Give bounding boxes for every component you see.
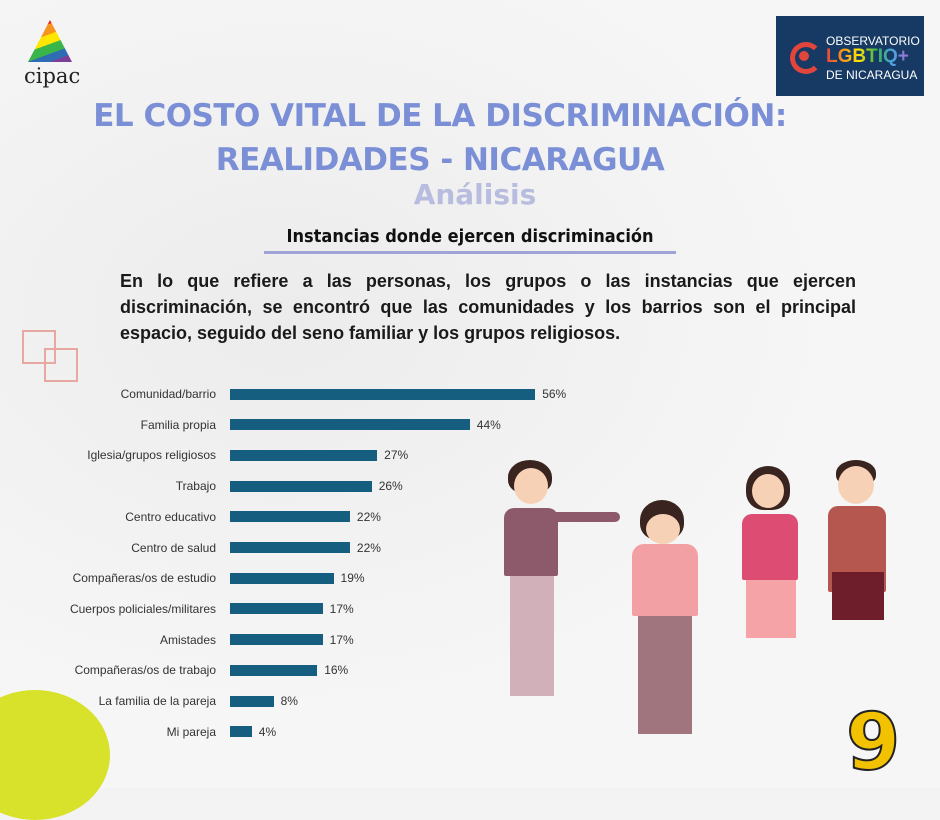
bar [230,542,350,553]
section-heading: Instancias donde ejercen discriminación [264,226,676,254]
category-label: Compañeras/os de trabajo [74,663,216,678]
data-label: 16% [324,663,349,678]
data-label: 4% [258,724,277,739]
illustration-girl-pointing [490,460,620,710]
data-label: 56% [542,387,567,401]
data-label: 26% [378,479,403,494]
data-label: 17% [329,632,354,647]
category-label: Iglesia/grupos religiosos [87,448,216,463]
data-label: 19% [340,571,365,586]
decorative-square [22,330,56,364]
page-subtitle: Análisis [413,178,537,211]
category-label: La familia de la pareja [98,694,216,708]
illustration-girl-covering-face [628,500,704,750]
bar [230,572,334,584]
intro-paragraph: En lo que refiere a las personas, los gr… [120,271,856,343]
bar [230,511,350,523]
bar [230,480,372,492]
page-title-line2: REALIDADES - NICARAGUA [215,142,665,178]
bar [230,726,252,738]
data-label: 22% [356,540,381,555]
decorative-square [44,348,78,382]
category-label: Cuerpos policiales/militares [69,601,216,616]
category-label: Mi pareja [166,724,216,739]
category-label: Centro de salud [131,540,216,555]
bar [230,634,323,646]
illustration-boy-surprised [822,460,892,710]
bar [230,664,318,676]
bar-chart: Comunidad/barrio 56% Familia propia 44% Igle… [0,380,600,750]
category-label: Comunidad/barrio [120,387,216,401]
bar [230,695,274,707]
bar [230,449,378,461]
observatorio-logo: OBSERVATORIO LGBTIQ+ DE NICARAGUA [776,16,924,96]
category-label: Amistades [159,632,216,647]
data-label: 44% [476,417,501,432]
data-label: 17% [329,601,354,616]
bar [230,603,323,615]
data-label: 27% [384,448,409,463]
category-label: Trabajo [175,479,216,494]
data-label: 8% [280,694,298,708]
page-title-line1: EL COSTO VITAL DE LA DISCRIMINACIÓN: [93,98,787,134]
page-number: 9 [845,697,901,789]
category-label: Compañeras/os de estudio [72,571,216,586]
cipac-logo: cipac [22,20,80,90]
category-label: Familia propia [140,417,216,432]
data-label: 22% [356,509,381,524]
category-label: Centro educativo [125,509,216,524]
bar [230,388,536,400]
bar [230,419,470,431]
illustration-girl-phone [736,466,806,716]
